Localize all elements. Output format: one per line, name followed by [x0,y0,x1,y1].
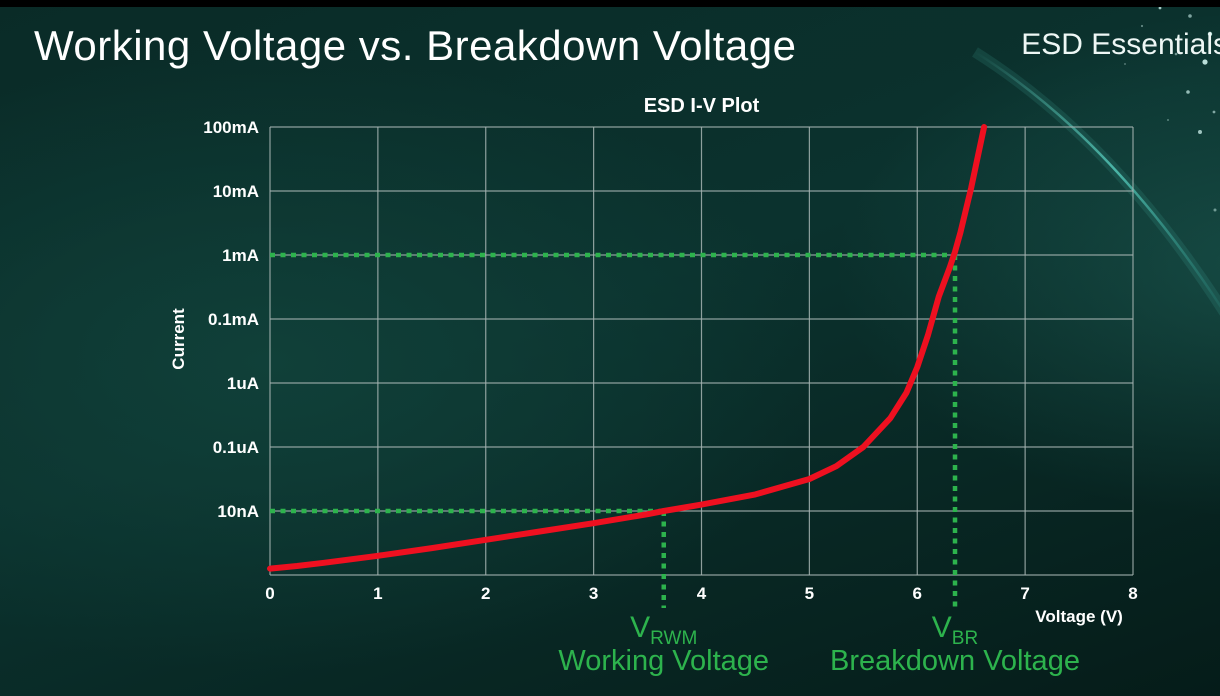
x-tick-label: 8 [1128,584,1137,603]
iv-curve [267,124,988,572]
particle-dots-decor [1124,6,1217,212]
annotation-lines [270,252,958,608]
marker-caption: Working Voltage [558,645,769,677]
chart-title: ESD I-V Plot [644,95,760,117]
brand-text: ESD Essentials [1021,28,1220,61]
x-tick-label: 0 [265,584,274,603]
x-tick-label: 2 [481,584,490,603]
swoosh-line-decor [974,50,1220,308]
y-tick-label: 10nA [217,502,259,521]
letterbox-bar [0,0,1220,7]
y-tick-label: 0.1mA [208,310,259,329]
x-axis-label: Voltage (V) [1035,607,1123,626]
x-tick-label: 4 [697,584,707,603]
marker-symbol: VBR [932,611,978,649]
x-tick-label: 1 [373,584,382,603]
axis-labels: 0 1 2 3 4 5 6 7 8 100mA 10mA 1mA 0.1mA 1uA 0.1uA 10nA ES… [169,95,1138,626]
marker-caption: Breakdown Voltage [830,645,1080,677]
x-tick-label: 6 [913,584,922,603]
y-tick-label: 1uA [227,374,259,393]
x-tick-label: 7 [1020,584,1029,603]
page-title: Working Voltage vs. Breakdown Voltage [34,22,797,69]
grid [269,126,1134,576]
x-tick-label: 3 [589,584,598,603]
y-tick-label: 1mA [222,246,259,265]
y-tick-label: 0.1uA [213,438,259,457]
y-axis-label: Current [169,308,188,370]
x-tick-label: 5 [805,584,814,603]
marker-symbol: VRWM [630,611,697,649]
y-tick-label: 10mA [213,182,259,201]
y-tick-label: 100mA [203,118,259,137]
